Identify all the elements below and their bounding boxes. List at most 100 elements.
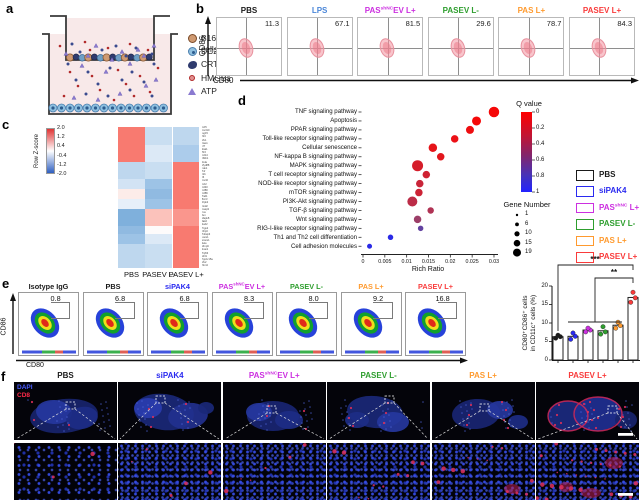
- heatmap-column-label: PBS: [123, 270, 139, 279]
- colorbar-tick: 0.4: [57, 143, 65, 150]
- bar-y-tick: 10: [541, 319, 548, 326]
- panel-c-label: c: [2, 117, 10, 132]
- gate-percentage: 11.3: [264, 19, 279, 28]
- superscript: shNC: [233, 281, 245, 287]
- flow-e-title: PAS L+: [358, 282, 384, 291]
- f-zoom-image: [222, 443, 326, 500]
- legend-swatch: [576, 186, 594, 197]
- heatmap-colorbar: [46, 128, 55, 174]
- f-zoom-image: [536, 443, 639, 500]
- flow-gate: [373, 302, 393, 320]
- f-zoom-image: [118, 443, 222, 500]
- gene-label: Birc3: [201, 198, 208, 202]
- f-zoom-svg: [332, 449, 425, 500]
- q-value-colorbar: [521, 112, 532, 192]
- heatmap-band: [172, 145, 200, 163]
- flow-e-title: PASEV L-: [289, 282, 324, 291]
- gene-label: Mmp9: [201, 245, 209, 249]
- heatmap-band: [172, 127, 200, 146]
- flow-e-plot: 16.8: [405, 292, 466, 356]
- flow-b-population: [591, 38, 607, 58]
- f-tumor-svg: [120, 393, 220, 440]
- gene-label: Cxcl10: [201, 129, 210, 133]
- gene-number-entry: 1: [525, 211, 529, 218]
- f-tumor-image: [222, 382, 326, 440]
- f-tumor-svg: [15, 398, 116, 440]
- gene-label: Jak2: [201, 220, 207, 224]
- f-column-header: siPAK4: [156, 371, 184, 380]
- heatmap-band: [172, 208, 200, 227]
- gene-label: Sele: [201, 242, 207, 246]
- heatmap-band: [145, 189, 172, 200]
- gene-label: Irak1: [201, 166, 208, 170]
- pathway-label: Cellular senescence: [302, 144, 357, 152]
- dc24-icon: [188, 47, 197, 57]
- gene-label: Irf7: [201, 144, 206, 148]
- gene-label: Cxcl2: [201, 179, 209, 183]
- flow-e-plot: 0.8: [18, 292, 79, 356]
- gene-label: Oas1: [201, 141, 208, 145]
- bar-ylabel-line2: in CD11c⁺ cells (%): [529, 294, 537, 352]
- heatmap-band: [172, 198, 200, 210]
- gene-label: Mx2: [201, 261, 207, 265]
- heatmap-gene-labels: Ccl5 Cxcl10 Isg15 Ifit3 Mx1 Oas1 Irf7 Stat1 Tlr2…: [202, 126, 224, 269]
- flow-b-plot: 29.6: [427, 17, 494, 76]
- flow-gate: [179, 302, 200, 320]
- rich-ratio-axis-label: Rich Ratio: [411, 266, 445, 273]
- heatmap-band: [118, 225, 145, 235]
- gate-percentage: 0.8: [50, 294, 61, 303]
- gene-label: Mx1: [201, 138, 207, 142]
- gene-label: Tlr2: [201, 151, 206, 155]
- f-column-header: PASEV L+: [568, 371, 607, 380]
- heatmap-band: [172, 189, 200, 200]
- f-column-header: PASEV L-: [360, 371, 397, 380]
- heatmap-band: [118, 179, 145, 190]
- b16f10-icon: [188, 34, 197, 43]
- gene-label: Fos: [201, 210, 206, 214]
- panel-f-label: f: [1, 369, 6, 384]
- legend-swatch: [576, 235, 594, 247]
- gene-label: Nlrp3: [201, 229, 208, 233]
- pathway-label: Cell adhesion molecules: [290, 242, 357, 250]
- gene-label: Nfkb1: [201, 157, 209, 161]
- q-value-tick: 1: [536, 189, 540, 195]
- superscript: shNC: [264, 371, 278, 377]
- flow-e-plot: 8.3: [211, 292, 273, 356]
- flow-e-plot: 6.8: [82, 292, 144, 356]
- significance-outer: ***: [590, 255, 600, 264]
- legend-group-label: siPAK4: [599, 186, 627, 196]
- gene-label: Ccl5: [201, 126, 207, 129]
- q-value-title: Q value: [516, 99, 542, 108]
- nucleus-dot: [191, 50, 195, 54]
- rich-ratio-tick: 0.02: [445, 258, 456, 265]
- gene-label: Stat1: [201, 147, 208, 151]
- flow-gate: [308, 302, 329, 320]
- f-column-header: PASshNCEV L+: [248, 371, 300, 380]
- pathway-label: RIG-I-like receptor signaling pathway: [257, 224, 357, 232]
- flow-gate: [115, 302, 135, 320]
- flow-e-title: Isotype IgG: [28, 282, 69, 291]
- heatmap-band: [172, 162, 200, 180]
- heatmap-band: [145, 244, 172, 269]
- gene-label: Cd80: [201, 188, 208, 192]
- gene-label: Cd86: [201, 191, 208, 195]
- flow-e-title: siPAK4: [164, 282, 190, 291]
- flow-b-title: PAS L+: [517, 6, 546, 15]
- stain-label-cd8: CD8: [17, 392, 31, 399]
- gate-percentage: 8.0: [308, 294, 319, 303]
- f-tumor-image: [431, 382, 535, 440]
- heatmap-band: [118, 198, 145, 210]
- gene-label: Ppp1r15a: [201, 257, 213, 261]
- gate-percentage: 8.3: [243, 294, 255, 303]
- legend-group-label: PASEV L+: [599, 252, 638, 261]
- gene-number-title: Gene Number: [503, 200, 551, 209]
- gene-label: Tnfaip3: [201, 232, 211, 236]
- gene-label: Sod2: [201, 223, 208, 227]
- gene-label: Cd40: [201, 185, 208, 189]
- heatmap-band: [118, 162, 145, 180]
- legend-label-hmgb1: HMGB1: [201, 72, 232, 83]
- f-tumor-svg: [537, 396, 638, 440]
- gene-number-entry: 19: [525, 249, 532, 255]
- flow-e-title: PASshNCEV L+: [218, 281, 266, 291]
- heatmap-band: [118, 127, 145, 146]
